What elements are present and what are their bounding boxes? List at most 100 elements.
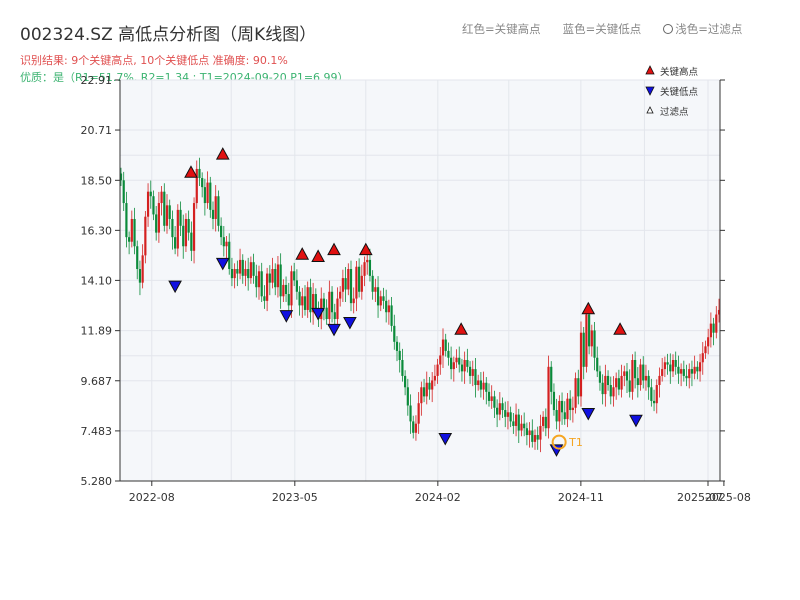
candle xyxy=(482,371,485,400)
candle xyxy=(693,355,696,380)
candle xyxy=(669,353,672,384)
candle xyxy=(661,357,664,382)
candle xyxy=(612,376,615,407)
candle xyxy=(255,264,258,298)
key-high-marker xyxy=(311,249,325,262)
candle xyxy=(596,346,599,378)
candle xyxy=(260,262,263,302)
candle xyxy=(477,374,480,391)
candle xyxy=(704,340,707,359)
candle xyxy=(276,256,280,298)
candle xyxy=(606,370,610,391)
candle xyxy=(496,399,499,428)
candle xyxy=(330,286,334,323)
candle xyxy=(439,347,442,375)
candle xyxy=(133,207,136,255)
candle xyxy=(644,364,648,391)
candle xyxy=(325,299,328,325)
candle xyxy=(157,191,160,243)
candle xyxy=(450,346,453,380)
candle xyxy=(146,183,150,227)
legend-label: 过滤点 xyxy=(660,106,689,118)
legend-label: 关键高点 xyxy=(660,66,699,78)
candle xyxy=(444,333,447,357)
candle xyxy=(455,349,458,368)
candle xyxy=(542,411,545,432)
candle xyxy=(479,372,482,398)
candle xyxy=(152,190,155,221)
candle xyxy=(509,406,512,428)
candle xyxy=(376,276,380,318)
candle xyxy=(539,414,542,453)
candle xyxy=(174,226,177,255)
candle xyxy=(401,348,404,382)
key-low-marker xyxy=(311,307,325,321)
candle xyxy=(715,306,718,339)
candle xyxy=(284,276,288,302)
candle xyxy=(671,354,675,378)
candle xyxy=(395,336,399,362)
candle xyxy=(358,258,361,298)
y-tick-label: 7.483 xyxy=(81,425,113,438)
key-low-marker xyxy=(327,323,341,337)
candle xyxy=(160,185,163,216)
candle xyxy=(206,171,209,209)
candle xyxy=(517,408,520,444)
candle xyxy=(171,210,174,250)
candle xyxy=(574,372,577,414)
candle xyxy=(130,210,133,248)
candle xyxy=(214,185,217,232)
key-high-marker xyxy=(358,242,373,256)
candle xyxy=(463,351,466,384)
y-tick-label: 16.30 xyxy=(81,224,113,237)
candle xyxy=(514,403,518,437)
candle xyxy=(628,369,631,398)
candle xyxy=(642,356,645,389)
candle xyxy=(566,392,569,428)
x-axis-ticks: 2022-08 2023-05 2024-02 2024-11 2025-072025-… xyxy=(129,481,751,504)
candle xyxy=(290,265,293,318)
key-high-marker xyxy=(613,322,627,335)
candle xyxy=(690,360,694,387)
candle xyxy=(460,358,464,382)
y-tick-label: 11.89 xyxy=(81,325,113,338)
candle xyxy=(582,327,585,380)
candle xyxy=(241,254,244,284)
candle xyxy=(458,346,461,373)
candle xyxy=(558,395,561,432)
candle xyxy=(493,390,496,418)
color-legend: 红色=关键高点 蓝色=关键低点 浅色=过滤点 xyxy=(462,21,742,37)
candle xyxy=(531,419,534,448)
candle xyxy=(271,257,274,289)
candle xyxy=(428,377,431,400)
candle xyxy=(233,263,236,289)
candle xyxy=(701,342,704,375)
candle xyxy=(520,415,523,437)
candle xyxy=(555,398,558,430)
candle xyxy=(155,206,158,241)
candle xyxy=(569,390,572,421)
candle xyxy=(420,381,423,416)
candle xyxy=(680,363,683,387)
candle xyxy=(663,356,666,378)
legend-label: 关键低点 xyxy=(660,86,699,98)
y-tick-label: 20.71 xyxy=(81,124,113,137)
candle xyxy=(682,360,685,382)
candle xyxy=(525,422,528,446)
candle xyxy=(468,361,472,384)
candle xyxy=(414,415,418,441)
legend-high-icon xyxy=(645,65,655,75)
candle xyxy=(623,365,626,387)
candle xyxy=(615,372,618,400)
t1-marker xyxy=(551,434,567,450)
key-low-marker xyxy=(279,310,294,323)
candles xyxy=(119,157,721,453)
candle xyxy=(466,348,469,373)
candle xyxy=(677,355,680,384)
candle xyxy=(536,426,539,450)
candle xyxy=(360,264,363,300)
candle xyxy=(263,285,266,309)
candle xyxy=(184,213,188,252)
candle xyxy=(222,226,225,257)
